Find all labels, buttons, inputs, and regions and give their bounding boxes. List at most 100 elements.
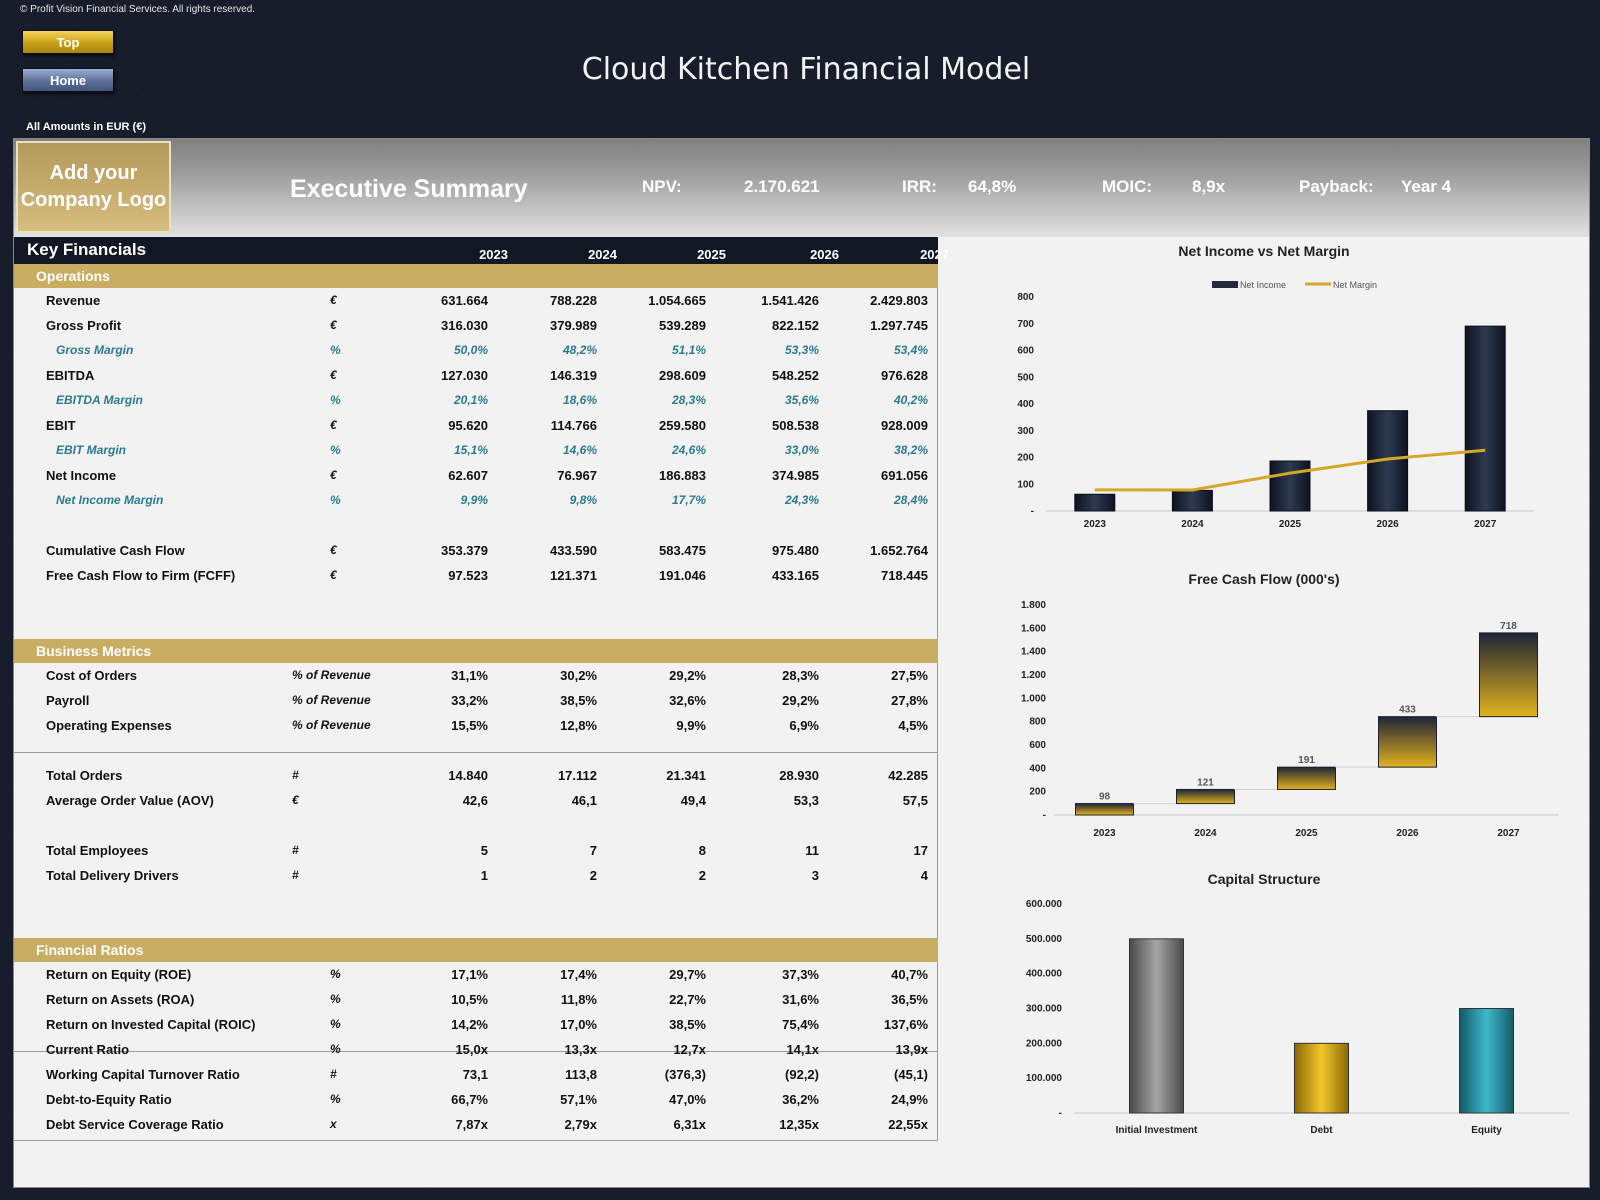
row-value: 27,5% — [891, 668, 928, 683]
row-value: 47,0% — [669, 1092, 706, 1107]
row-value: 27,8% — [891, 693, 928, 708]
business-metrics-header: Business Metrics — [14, 639, 938, 663]
row-value: 17,4% — [560, 967, 597, 982]
free-cash-flow-chart: - 200 400 600 800 1.000 1.200 1.400 1.600 1.800 98… — [1021, 600, 1559, 839]
row-value: 539.289 — [659, 318, 706, 333]
row-value: 14.840 — [448, 768, 488, 783]
row-value: 508.538 — [772, 418, 819, 433]
row-value: 37,3% — [782, 967, 819, 982]
row-label: Total Orders — [46, 768, 123, 783]
table-row: Debt-to-Equity Ratio% 66,7% 57,1% 47,0% 36,2… — [14, 1088, 938, 1112]
row-value: 76.967 — [557, 468, 597, 483]
y-tick-label: 600 — [1029, 740, 1046, 751]
row-value: 11,8% — [560, 992, 597, 1007]
row-value: 691.056 — [881, 468, 928, 483]
fcf-bar — [1277, 766, 1336, 790]
row-label: Payroll — [46, 693, 90, 708]
y-tick-label: 600.000 — [1026, 899, 1063, 910]
row-value: 2,79x — [564, 1117, 597, 1132]
key-financials-header: Key Financials 2023 2024 2025 2026 2027 — [14, 237, 949, 264]
row-value: 374.985 — [772, 468, 819, 483]
row-value: 18,6% — [562, 393, 597, 407]
company-logo-placeholder[interactable]: Add your Company Logo — [16, 141, 171, 233]
copyright-text: © Profit Vision Financial Services. All … — [20, 4, 256, 15]
y-tick-label: 200 — [1017, 453, 1034, 464]
row-value: 928.009 — [881, 418, 928, 433]
fcf-bar — [1378, 716, 1437, 768]
row-value: 24,6% — [671, 443, 706, 457]
row-unit: # — [292, 843, 299, 857]
row-value: 2 — [589, 868, 597, 883]
row-label: Average Order Value (AOV) — [46, 793, 214, 808]
row-value: 31,1% — [451, 668, 488, 683]
row-value: 353.379 — [441, 543, 488, 558]
x-tick-label: 2026 — [1376, 519, 1399, 530]
y-tick-label: 1.800 — [1021, 600, 1046, 611]
row-value: 1.054.665 — [648, 293, 706, 308]
moic-value: 8,9x — [1192, 177, 1226, 196]
row-value: 50,0% — [453, 343, 488, 357]
year-header: 2024 — [588, 247, 617, 262]
x-tick-label: 2027 — [1497, 828, 1520, 839]
row-value: 121.371 — [550, 568, 597, 583]
net-income-bar — [1074, 493, 1116, 512]
row-unit: € — [330, 568, 337, 582]
row-unit: % — [330, 493, 341, 507]
row-value: 379.989 — [550, 318, 597, 333]
operations-section — [14, 264, 938, 753]
legend-label: Net Income — [1240, 280, 1286, 290]
row-value: 12,8% — [560, 718, 597, 733]
row-value: 2.429.803 — [870, 293, 928, 308]
row-label: Gross Margin — [56, 343, 134, 357]
table-row: Operating Expenses % of Revenue 15,5% 12,8%… — [14, 714, 938, 738]
y-tick-label: 400 — [1017, 399, 1034, 410]
executive-summary-title: Executive Summary — [290, 175, 528, 203]
row-value: 29,7% — [669, 967, 706, 982]
row-value: 12,7x — [673, 1042, 706, 1057]
y-tick-label: 600 — [1017, 346, 1034, 357]
row-value: 8 — [698, 843, 706, 858]
row-value: 28,3% — [782, 668, 819, 683]
row-value: 11 — [805, 843, 819, 858]
top-button[interactable]: Top — [22, 30, 114, 54]
row-value: 433.165 — [772, 568, 819, 583]
row-label: Net Income — [46, 468, 117, 483]
y-tick-label: 500.000 — [1026, 934, 1063, 945]
row-label: Gross Profit — [46, 318, 122, 333]
capital-bar — [1129, 938, 1184, 1114]
x-tick-label: Debt — [1310, 1125, 1333, 1136]
row-value: 40,7% — [891, 967, 928, 982]
row-value: 57,5 — [902, 793, 928, 808]
y-tick-label: 1.600 — [1021, 623, 1046, 634]
row-unit: € — [330, 318, 337, 332]
row-unit: % — [330, 1092, 341, 1106]
row-label: Cumulative Cash Flow — [46, 543, 185, 558]
row-value: 29,2% — [782, 693, 819, 708]
row-value: 46,1 — [571, 793, 597, 808]
x-tick-label: 2025 — [1279, 519, 1302, 530]
table-row: Net Income Margin% 9,9% 9,8% 17,7% 24,3% 28,4… — [14, 489, 938, 513]
table-row: EBIT Margin% 15,1% 14,6% 24,6% 33,0% 38,2% — [14, 439, 938, 463]
home-button[interactable]: Home — [22, 68, 114, 92]
row-unit: € — [330, 293, 337, 307]
row-unit: € — [330, 543, 337, 557]
row-value: 15,5% — [451, 718, 488, 733]
row-value: 30,2% — [560, 668, 597, 683]
capital-structure-chart-title: Capital Structure — [1207, 871, 1321, 887]
y-tick-label: 400.000 — [1026, 969, 1063, 980]
row-value: 15,1% — [453, 443, 488, 457]
row-value: 53,3% — [784, 343, 819, 357]
table-row: Total Employees #5 7 8 11 17 — [14, 839, 938, 863]
table-row: Revenue €631.664 788.228 1.054.665 1.541.426… — [14, 289, 938, 313]
x-tick-label: 2026 — [1396, 828, 1419, 839]
dashboard-panel: Add your Company Logo Executive Summary … — [13, 138, 1590, 1188]
x-tick-label: 2025 — [1295, 828, 1318, 839]
row-value: 24,3% — [784, 493, 819, 507]
row-unit: % of Revenue — [292, 693, 371, 707]
row-unit: € — [330, 368, 337, 382]
row-value: 53,4% — [893, 343, 928, 357]
row-value: 1 — [480, 868, 488, 883]
page-title: Cloud Kitchen Financial Model — [581, 52, 1031, 87]
row-unit: % — [330, 443, 341, 457]
row-value: 975.480 — [772, 543, 819, 558]
